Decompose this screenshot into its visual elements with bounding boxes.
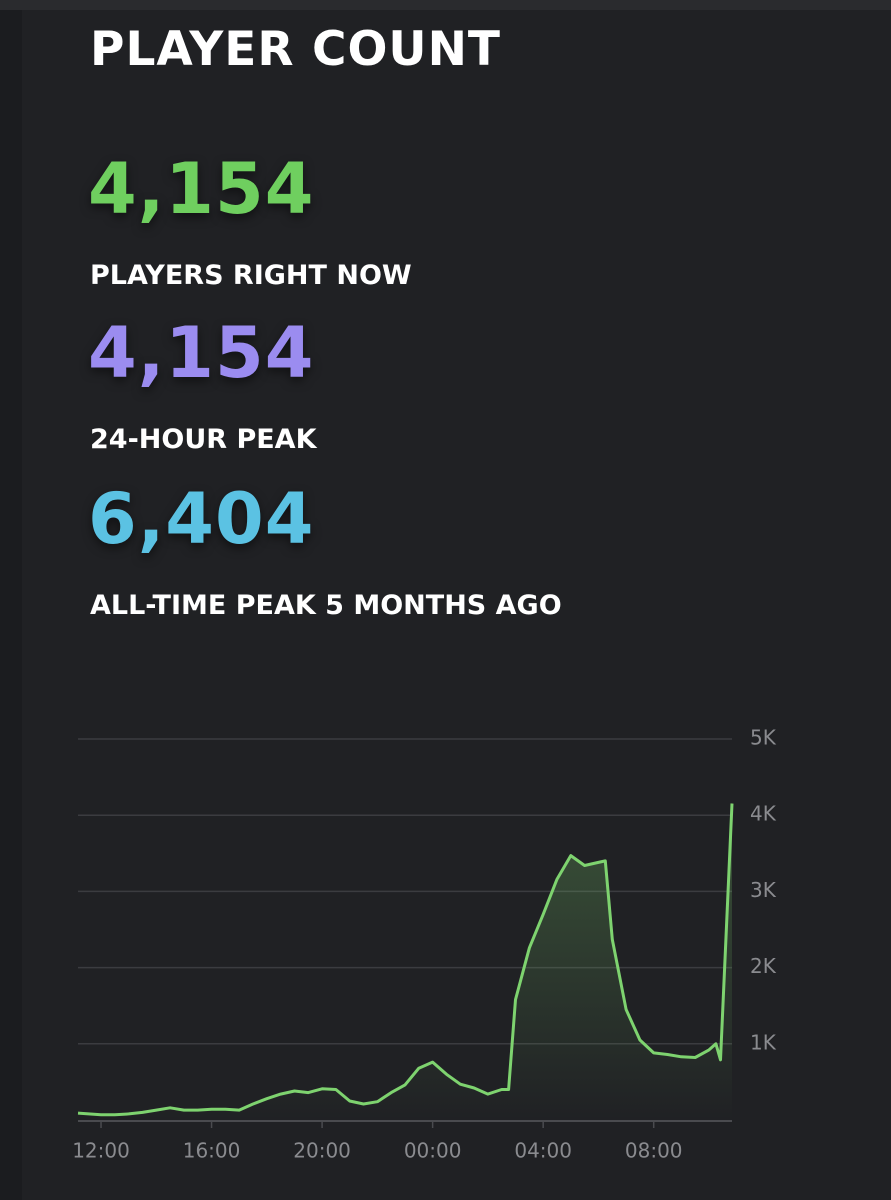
stat-label: 24-HOUR PEAK <box>90 424 317 455</box>
x-tick-label: 00:00 <box>404 1139 462 1163</box>
stat-value: 6,404 <box>88 478 315 560</box>
x-tick-label: 08:00 <box>625 1139 683 1163</box>
stat-label: ALL-TIME PEAK 5 MONTHS AGO <box>90 590 562 621</box>
y-tick-label: 1K <box>750 1030 777 1054</box>
x-tick-label: 20:00 <box>293 1139 351 1163</box>
stat-value: 4,154 <box>88 148 315 230</box>
top-bar <box>0 0 891 10</box>
y-tick-label: 3K <box>750 878 777 902</box>
y-tick-label: 5K <box>750 726 777 750</box>
page-title: PLAYER COUNT <box>90 22 501 77</box>
line <box>77 803 734 1117</box>
y-tick-label: 4K <box>750 802 777 826</box>
panel <box>22 10 891 1200</box>
x-tick-label: 04:00 <box>514 1139 572 1163</box>
stat-label: PLAYERS RIGHT NOW <box>90 260 412 291</box>
y-tick-label: 2K <box>750 954 777 978</box>
x-tick-label: 12:00 <box>72 1139 130 1163</box>
area <box>78 803 732 1120</box>
stat-value: 4,154 <box>88 312 315 394</box>
x-tick-label: 16:00 <box>183 1139 241 1163</box>
